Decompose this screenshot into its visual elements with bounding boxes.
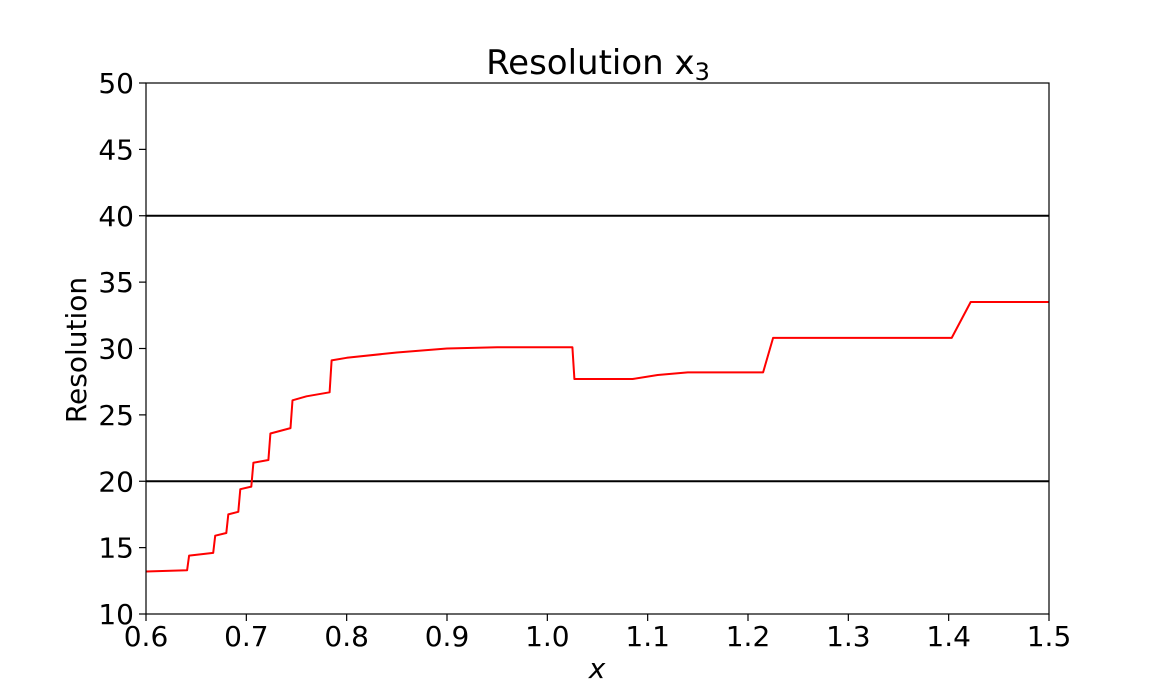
x-tick-label: 1.2 — [726, 620, 771, 653]
chart-title-text: Resolution x — [486, 43, 695, 83]
x-tick-label: 0.6 — [124, 620, 169, 653]
x-tick-label: 0.7 — [224, 620, 269, 653]
y-tick-label: 15 — [98, 532, 134, 565]
series-line — [145, 301, 1049, 573]
chart-title-subscript: 3 — [695, 58, 710, 86]
y-axis-label: Resolution — [60, 277, 93, 423]
y-tick-label: 40 — [98, 200, 134, 233]
y-tick-label: 10 — [98, 598, 134, 631]
y-tick-label: 50 — [98, 67, 134, 100]
x-tick-label: 0.8 — [324, 620, 369, 653]
y-axis-ticks: 10 15 20 25 30 35 40 45 50 — [98, 67, 146, 631]
chart-title: Resolution x3 — [486, 43, 710, 86]
x-axis-label: x — [588, 652, 606, 685]
x-tick-label: 1.0 — [525, 620, 570, 653]
y-tick-label: 30 — [98, 333, 134, 366]
y-tick-label: 25 — [98, 399, 134, 432]
x-tick-label: 1.3 — [826, 620, 871, 653]
x-tick-label: 1.4 — [926, 620, 971, 653]
y-tick-label: 45 — [98, 133, 134, 166]
plot-frame — [145, 82, 1050, 615]
y-tick-label: 35 — [98, 266, 134, 299]
series-layer — [145, 301, 1049, 573]
x-axis-ticks: 0.6 0.7 0.8 0.9 1.0 1.1 1.2 1.3 1.4 1.5 — [124, 614, 1072, 653]
x-tick-label: 1.1 — [625, 620, 670, 653]
x-tick-label: 1.5 — [1027, 620, 1072, 653]
y-tick-label: 20 — [98, 465, 134, 498]
x-tick-label: 0.9 — [425, 620, 470, 653]
reference-lines — [146, 214, 1049, 483]
